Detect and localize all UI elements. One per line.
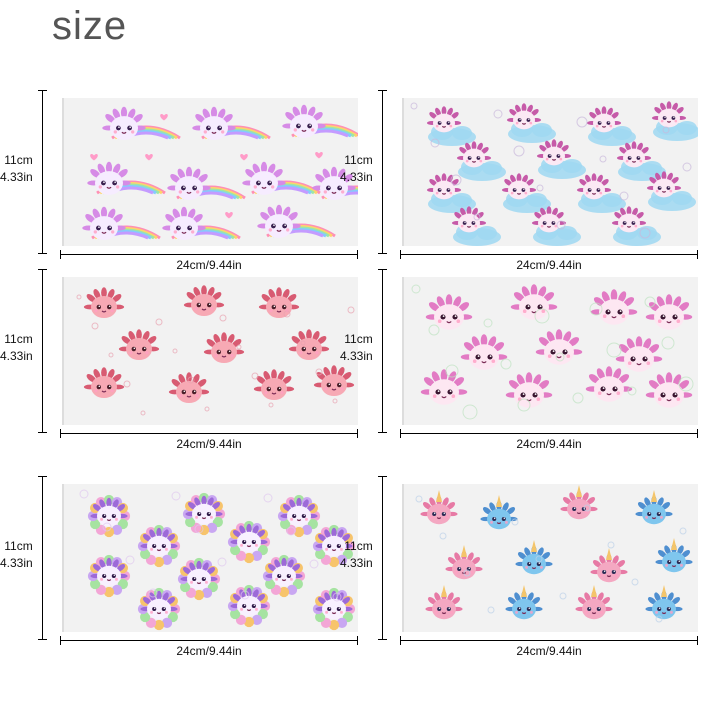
width-label: 24cm/9.44in (176, 644, 242, 658)
design-sheet (402, 98, 698, 246)
height-in-label: 4.33in (0, 556, 33, 570)
axolotl-pattern-image (415, 485, 693, 623)
height-cm-label: 11cm (4, 153, 33, 167)
width-dimension-line (400, 429, 698, 438)
height-label: 11cm 4.33in (0, 538, 33, 572)
axolotl-pattern-image (82, 104, 358, 240)
height-dimension-line (378, 269, 387, 433)
design-sheet (62, 98, 358, 246)
design-sheet (402, 484, 698, 632)
axolotl-pattern-image (410, 101, 698, 246)
height-cm-label: 11cm (344, 539, 373, 553)
height-dimension-line (38, 476, 47, 640)
width-dimension-line (400, 250, 698, 259)
height-cm-label: 11cm (4, 539, 33, 553)
height-in-label: 4.33in (340, 170, 373, 184)
height-in-label: 4.33in (0, 349, 33, 363)
width-label: 24cm/9.44in (516, 258, 582, 272)
width-dimension-line (60, 429, 358, 438)
height-dimension-line (378, 90, 387, 254)
height-cm-label: 11cm (344, 332, 373, 346)
height-label: 11cm 4.33in (340, 538, 373, 572)
height-label: 11cm 4.33in (340, 331, 373, 365)
design-sheet (62, 277, 358, 425)
design-sheet (402, 277, 698, 425)
width-dimension-line (60, 250, 358, 259)
width-label: 24cm/9.44in (176, 437, 242, 451)
width-dimension-line (400, 636, 698, 645)
width-label: 24cm/9.44in (516, 437, 582, 451)
height-label: 11cm 4.33in (0, 152, 33, 186)
height-cm-label: 11cm (344, 153, 373, 167)
width-label: 24cm/9.44in (516, 644, 582, 658)
design-sheet (62, 484, 358, 632)
axolotl-pattern-image (411, 284, 694, 420)
height-label: 11cm 4.33in (0, 331, 33, 365)
height-dimension-line (378, 476, 387, 640)
height-label: 11cm 4.33in (340, 152, 373, 186)
height-dimension-line (38, 90, 47, 254)
axolotl-pattern-image (76, 285, 355, 416)
height-cm-label: 11cm (4, 332, 33, 346)
page-title: size (52, 4, 128, 48)
width-dimension-line (60, 636, 358, 645)
axolotl-pattern-image (79, 489, 356, 631)
height-dimension-line (38, 269, 47, 433)
width-label: 24cm/9.44in (176, 258, 242, 272)
height-in-label: 4.33in (340, 556, 373, 570)
height-in-label: 4.33in (0, 170, 33, 184)
height-in-label: 4.33in (340, 349, 373, 363)
